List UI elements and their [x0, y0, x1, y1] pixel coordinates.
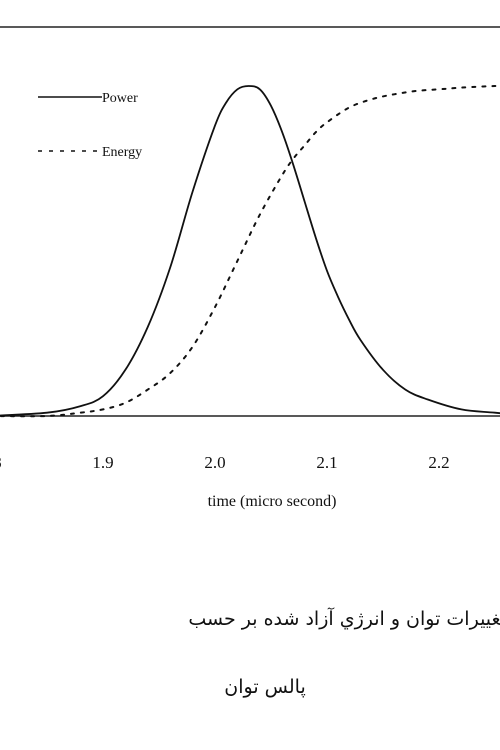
x-axis-title: time (micro second): [208, 493, 337, 510]
legend: Power Energy: [38, 91, 142, 160]
legend-energy-label: Energy: [102, 145, 142, 160]
x-tick-label: 2.2: [428, 453, 449, 472]
x-tick-label: 1.8: [0, 453, 2, 472]
legend-power-label: Power: [102, 91, 138, 106]
series-line-power: [0, 85, 500, 417]
power-energy-chart: 1.8 1.9 2.0 2.1 2.2 Power Energy time (micro…: [0, 26, 500, 510]
x-tick-label: 1.9: [92, 453, 113, 472]
series-line-energy: [0, 84, 500, 418]
x-tick-label: 2.0: [204, 453, 225, 472]
figure-caption-line-2: پالس توان: [224, 676, 306, 698]
x-tick-label: 2.1: [316, 453, 337, 472]
figure-caption-line-1: تغییرات توان و انرژي آزاد شده بر حسب: [188, 608, 500, 630]
